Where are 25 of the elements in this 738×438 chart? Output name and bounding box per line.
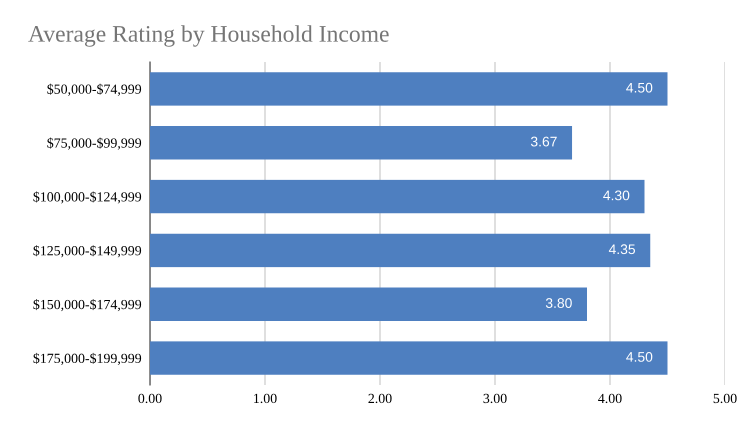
bar [150, 288, 587, 321]
x-tick-label: 2.00 [368, 394, 392, 404]
bar [150, 72, 668, 106]
x-tick-label: 3.00 [484, 394, 507, 404]
bar [150, 126, 572, 160]
y-tick-label: $150,000-$174,999 [33, 299, 142, 312]
y-tick-label: $100,000-$124,999 [33, 191, 142, 204]
y-tick-label: $125,000-$149,999 [33, 245, 142, 258]
data-label: 3.67 [530, 136, 557, 146]
x-tick-label: 5.00 [714, 394, 737, 404]
bar [150, 180, 644, 214]
data-label: 4.50 [626, 352, 652, 362]
bar [150, 341, 668, 375]
y-tick-label: $175,000-$199,999 [33, 352, 142, 366]
y-tick-label: $50,000-$74,999 [47, 84, 142, 96]
data-label: 4.50 [626, 82, 652, 93]
data-label: 4.35 [608, 244, 636, 254]
y-tick-label: $75,000-$99,999 [47, 138, 142, 150]
x-tick-label: 1.00 [254, 394, 277, 404]
data-label: 4.30 [603, 190, 630, 200]
data-label: 3.80 [546, 298, 572, 308]
chart-title: Average Rating by Household Income [28, 25, 389, 47]
bar [150, 234, 650, 268]
x-tick-label: 4.00 [598, 394, 622, 404]
x-tick-label: 0.00 [138, 394, 162, 404]
